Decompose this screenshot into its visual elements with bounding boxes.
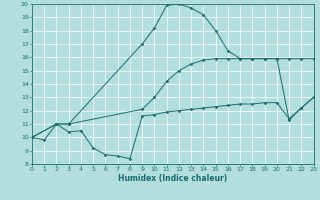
X-axis label: Humidex (Indice chaleur): Humidex (Indice chaleur) xyxy=(118,174,228,183)
